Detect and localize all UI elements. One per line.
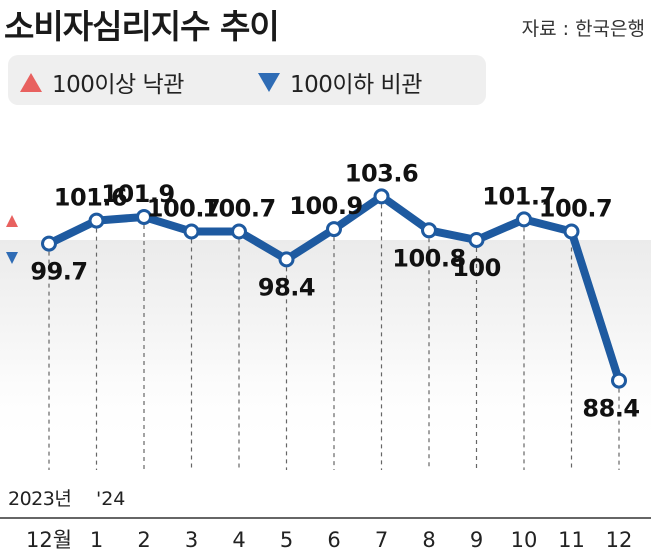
data-label-4: 100.7 <box>202 195 275 223</box>
legend-label-pessimism: 100이하 비관 <box>290 72 422 98</box>
below-100-band <box>0 240 651 450</box>
data-label-8: 100.8 <box>392 244 465 272</box>
data-label-3: 100.7 <box>147 195 220 223</box>
data-point-0 <box>41 235 57 252</box>
x-tick-label-1: 1 <box>90 528 103 552</box>
x-tick-label-12: 12 <box>606 528 633 552</box>
data-label-5: 98.4 <box>258 273 315 301</box>
x-tick-label-7: 7 <box>375 528 388 552</box>
x-tick-label-4: 4 <box>232 528 245 552</box>
data-label-7: 103.6 <box>345 159 418 187</box>
x-tick-label-10: 10 <box>511 528 538 552</box>
data-label-11: 100.7 <box>539 195 612 223</box>
x-tick-label-8: 8 <box>422 528 435 552</box>
data-point-5 <box>278 251 295 268</box>
data-label-1: 101.6 <box>54 184 127 212</box>
legend-item-optimism: 100이상 낙관 <box>20 65 184 99</box>
x-tick-label-9: 9 <box>470 528 483 552</box>
data-point-2 <box>136 208 152 225</box>
source-note: 자료 : 한국은행 <box>521 18 645 40</box>
data-point-12 <box>611 372 627 389</box>
data-label-10: 101.7 <box>482 182 555 210</box>
up-triangle-icon <box>20 72 42 92</box>
ref-up-triangle-icon <box>6 215 18 227</box>
data-label-9: 100 <box>452 254 501 282</box>
data-point-7 <box>373 188 390 205</box>
data-point-4 <box>231 223 247 240</box>
x-tick-label-6: 6 <box>327 528 340 552</box>
data-point-1 <box>88 212 105 229</box>
data-label-2: 101.9 <box>101 180 174 208</box>
year-label-2024: '24 <box>96 488 125 510</box>
data-label-6: 100.9 <box>289 192 362 220</box>
x-tick-label-11: 11 <box>558 528 585 552</box>
legend: 100이상 낙관 100이하 비관 <box>8 55 486 105</box>
chart-title: 소비자심리지수 추이 <box>4 7 280 46</box>
year-label-2023: 2023년 <box>8 488 71 510</box>
data-point-3 <box>183 223 200 240</box>
x-tick-label-3: 3 <box>185 528 198 552</box>
x-tick-label-0: 12월 <box>26 528 72 552</box>
data-point-10 <box>516 211 532 228</box>
legend-label-optimism: 100이상 낙관 <box>52 72 184 98</box>
x-tick-label-5: 5 <box>280 528 293 552</box>
data-point-11 <box>563 223 580 240</box>
ref-down-triangle-icon <box>6 252 18 264</box>
down-triangle-icon <box>258 72 280 92</box>
x-tick-label-2: 2 <box>137 528 150 552</box>
data-label-12: 88.4 <box>582 395 639 423</box>
data-label-0: 99.7 <box>30 258 87 286</box>
data-point-6 <box>326 221 342 238</box>
data-point-8 <box>421 222 437 239</box>
legend-item-pessimism: 100이하 비관 <box>258 65 422 99</box>
data-point-9 <box>468 232 485 248</box>
